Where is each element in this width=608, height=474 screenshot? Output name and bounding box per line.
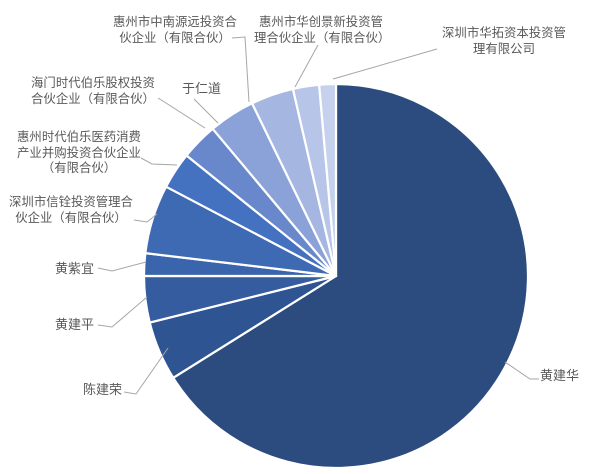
pie-slice-label-1: 陈建荣 — [83, 382, 122, 398]
pie-slice-label-line: 黄建华 — [540, 368, 580, 383]
leader-line-10 — [332, 48, 438, 80]
pie-slice-0[interactable] — [172, 82, 530, 470]
pie-slice-label-line: 理合伙企业（有限合伙） — [254, 30, 391, 45]
leader-line-9 — [294, 44, 319, 88]
pie-slice-label-3: 黄紫宜 — [55, 261, 94, 277]
pie-slice-label-8: 惠州市中南源远投资合 伙企业（有限合伙） — [110, 15, 240, 46]
pie-slice-label-5: 惠州时代伯乐医药消费 产业并购投资合伙企业 （有限合伙） — [12, 130, 146, 177]
pie-slice-label-line: 陈建荣 — [83, 382, 123, 397]
leader-line-1 — [123, 347, 169, 395]
pie-slice-label-line: 于仁道 — [182, 81, 222, 96]
pie-slice-label-line: 黄建平 — [55, 317, 95, 332]
pie-slice-label-line: 深圳市华拓资本投资管 — [442, 26, 566, 40]
pie-slice-label-10: 深圳市华拓资本投资管 理有限公司 — [440, 26, 568, 57]
pie-slice-label-4: 深圳市信铨投资管理合 伙企业（有限合伙） — [7, 195, 135, 226]
leader-line-6 — [157, 97, 206, 129]
pie-slice-label-2: 黄建平 — [55, 317, 94, 333]
pie-slice-label-line: 海门时代伯乐股权投资 — [31, 76, 155, 90]
pie-slice-label-line: 伙企业（有限合伙） — [119, 30, 231, 45]
pie-slice-10[interactable] — [318, 82, 338, 278]
pie-slice-label-line: 深圳市信铨投资管理合 — [9, 195, 133, 209]
pie-slice-label-line: （有限合伙） — [41, 161, 117, 176]
pie-slice-label-line: 合伙企业（有限合伙） — [31, 91, 155, 106]
pie-slice-label-line: 惠州时代伯乐医药消费 — [17, 130, 141, 144]
leader-line-4 — [133, 213, 158, 223]
leader-line-7 — [193, 98, 219, 124]
pie-slice-label-6: 海门时代伯乐股权投资 合伙企业（有限合伙） — [29, 76, 157, 107]
leader-line-3 — [97, 261, 147, 272]
pie-slice-label-line: 惠州市华创景新投资管 — [259, 15, 383, 29]
leader-line-2 — [97, 296, 148, 328]
leader-line-0 — [504, 361, 539, 380]
pie-slice-label-line: 黄紫宜 — [55, 261, 95, 276]
pie-slice-label-line: 伙企业（有限合伙） — [15, 210, 127, 225]
pie-slice-label-line: 理有限公司 — [473, 41, 535, 56]
pie-slice-label-0: 黄建华 — [540, 368, 579, 384]
pie-slice-label-9: 惠州市华创景新投资管 理合伙企业（有限合伙） — [254, 15, 391, 46]
leader-line-8 — [231, 36, 250, 103]
leader-line-5 — [140, 157, 178, 166]
pie-slice-label-line: 惠州市中南源远投资合 — [113, 15, 237, 29]
pie-slice-label-7: 于仁道 — [182, 81, 221, 97]
pie-slice-label-line: 产业并购投资合伙企业 — [17, 145, 141, 160]
